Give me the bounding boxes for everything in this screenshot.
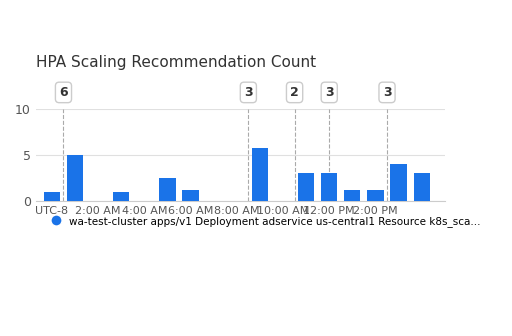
- Bar: [182, 190, 199, 201]
- Text: HPA Scaling Recommendation Count: HPA Scaling Recommendation Count: [36, 55, 316, 70]
- Bar: [67, 155, 83, 201]
- Bar: [113, 192, 130, 201]
- Legend: wa-test-cluster apps/v1 Deployment adservice us-central1 Resource k8s_sca...: wa-test-cluster apps/v1 Deployment adser…: [41, 212, 485, 231]
- Bar: [321, 173, 337, 201]
- Text: 6: 6: [59, 86, 68, 99]
- Bar: [391, 164, 407, 201]
- Text: 3: 3: [382, 86, 391, 99]
- Text: 3: 3: [244, 86, 252, 99]
- Text: 2: 2: [290, 86, 299, 99]
- Text: 3: 3: [325, 86, 333, 99]
- Bar: [44, 192, 60, 201]
- Bar: [159, 178, 176, 201]
- Bar: [368, 190, 383, 201]
- Bar: [344, 190, 360, 201]
- Bar: [252, 148, 268, 201]
- Bar: [414, 173, 430, 201]
- Bar: [298, 173, 314, 201]
